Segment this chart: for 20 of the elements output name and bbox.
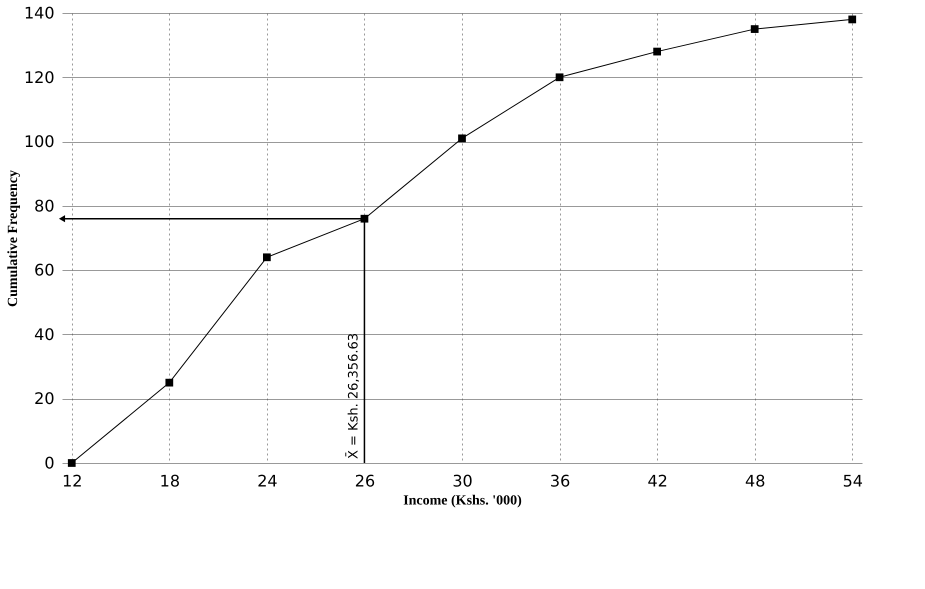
y-tick-label: 0 — [44, 454, 54, 472]
x-tick-label: 12 — [62, 472, 82, 490]
y-tick-label: 80 — [34, 196, 54, 216]
y-tick-label: 120 — [24, 68, 54, 87]
y-tick-label: 140 — [24, 4, 54, 22]
x-tick-label: 18 — [160, 472, 180, 490]
x-tick-label: 48 — [745, 472, 766, 490]
y-tick-label: 40 — [34, 324, 54, 344]
x-tick-label: 26 — [354, 472, 376, 490]
x-tick-label: 24 — [257, 472, 278, 490]
x-tick-label: 30 — [452, 472, 473, 490]
y-tick-label: 60 — [34, 260, 54, 280]
y-tick-label: 20 — [34, 389, 54, 408]
x-tick-label: 54 — [842, 472, 863, 490]
x-tick-label: 42 — [647, 472, 668, 490]
x-axis-title: Income (Kshs. '000) — [403, 494, 522, 508]
y-axis-title: Cumulative Frequency — [6, 170, 21, 308]
annotation: X̄ = Ksh. 26,356.63 — [345, 332, 362, 459]
x-tick-label: 36 — [550, 472, 570, 490]
y-tick-label: 100 — [24, 132, 54, 152]
